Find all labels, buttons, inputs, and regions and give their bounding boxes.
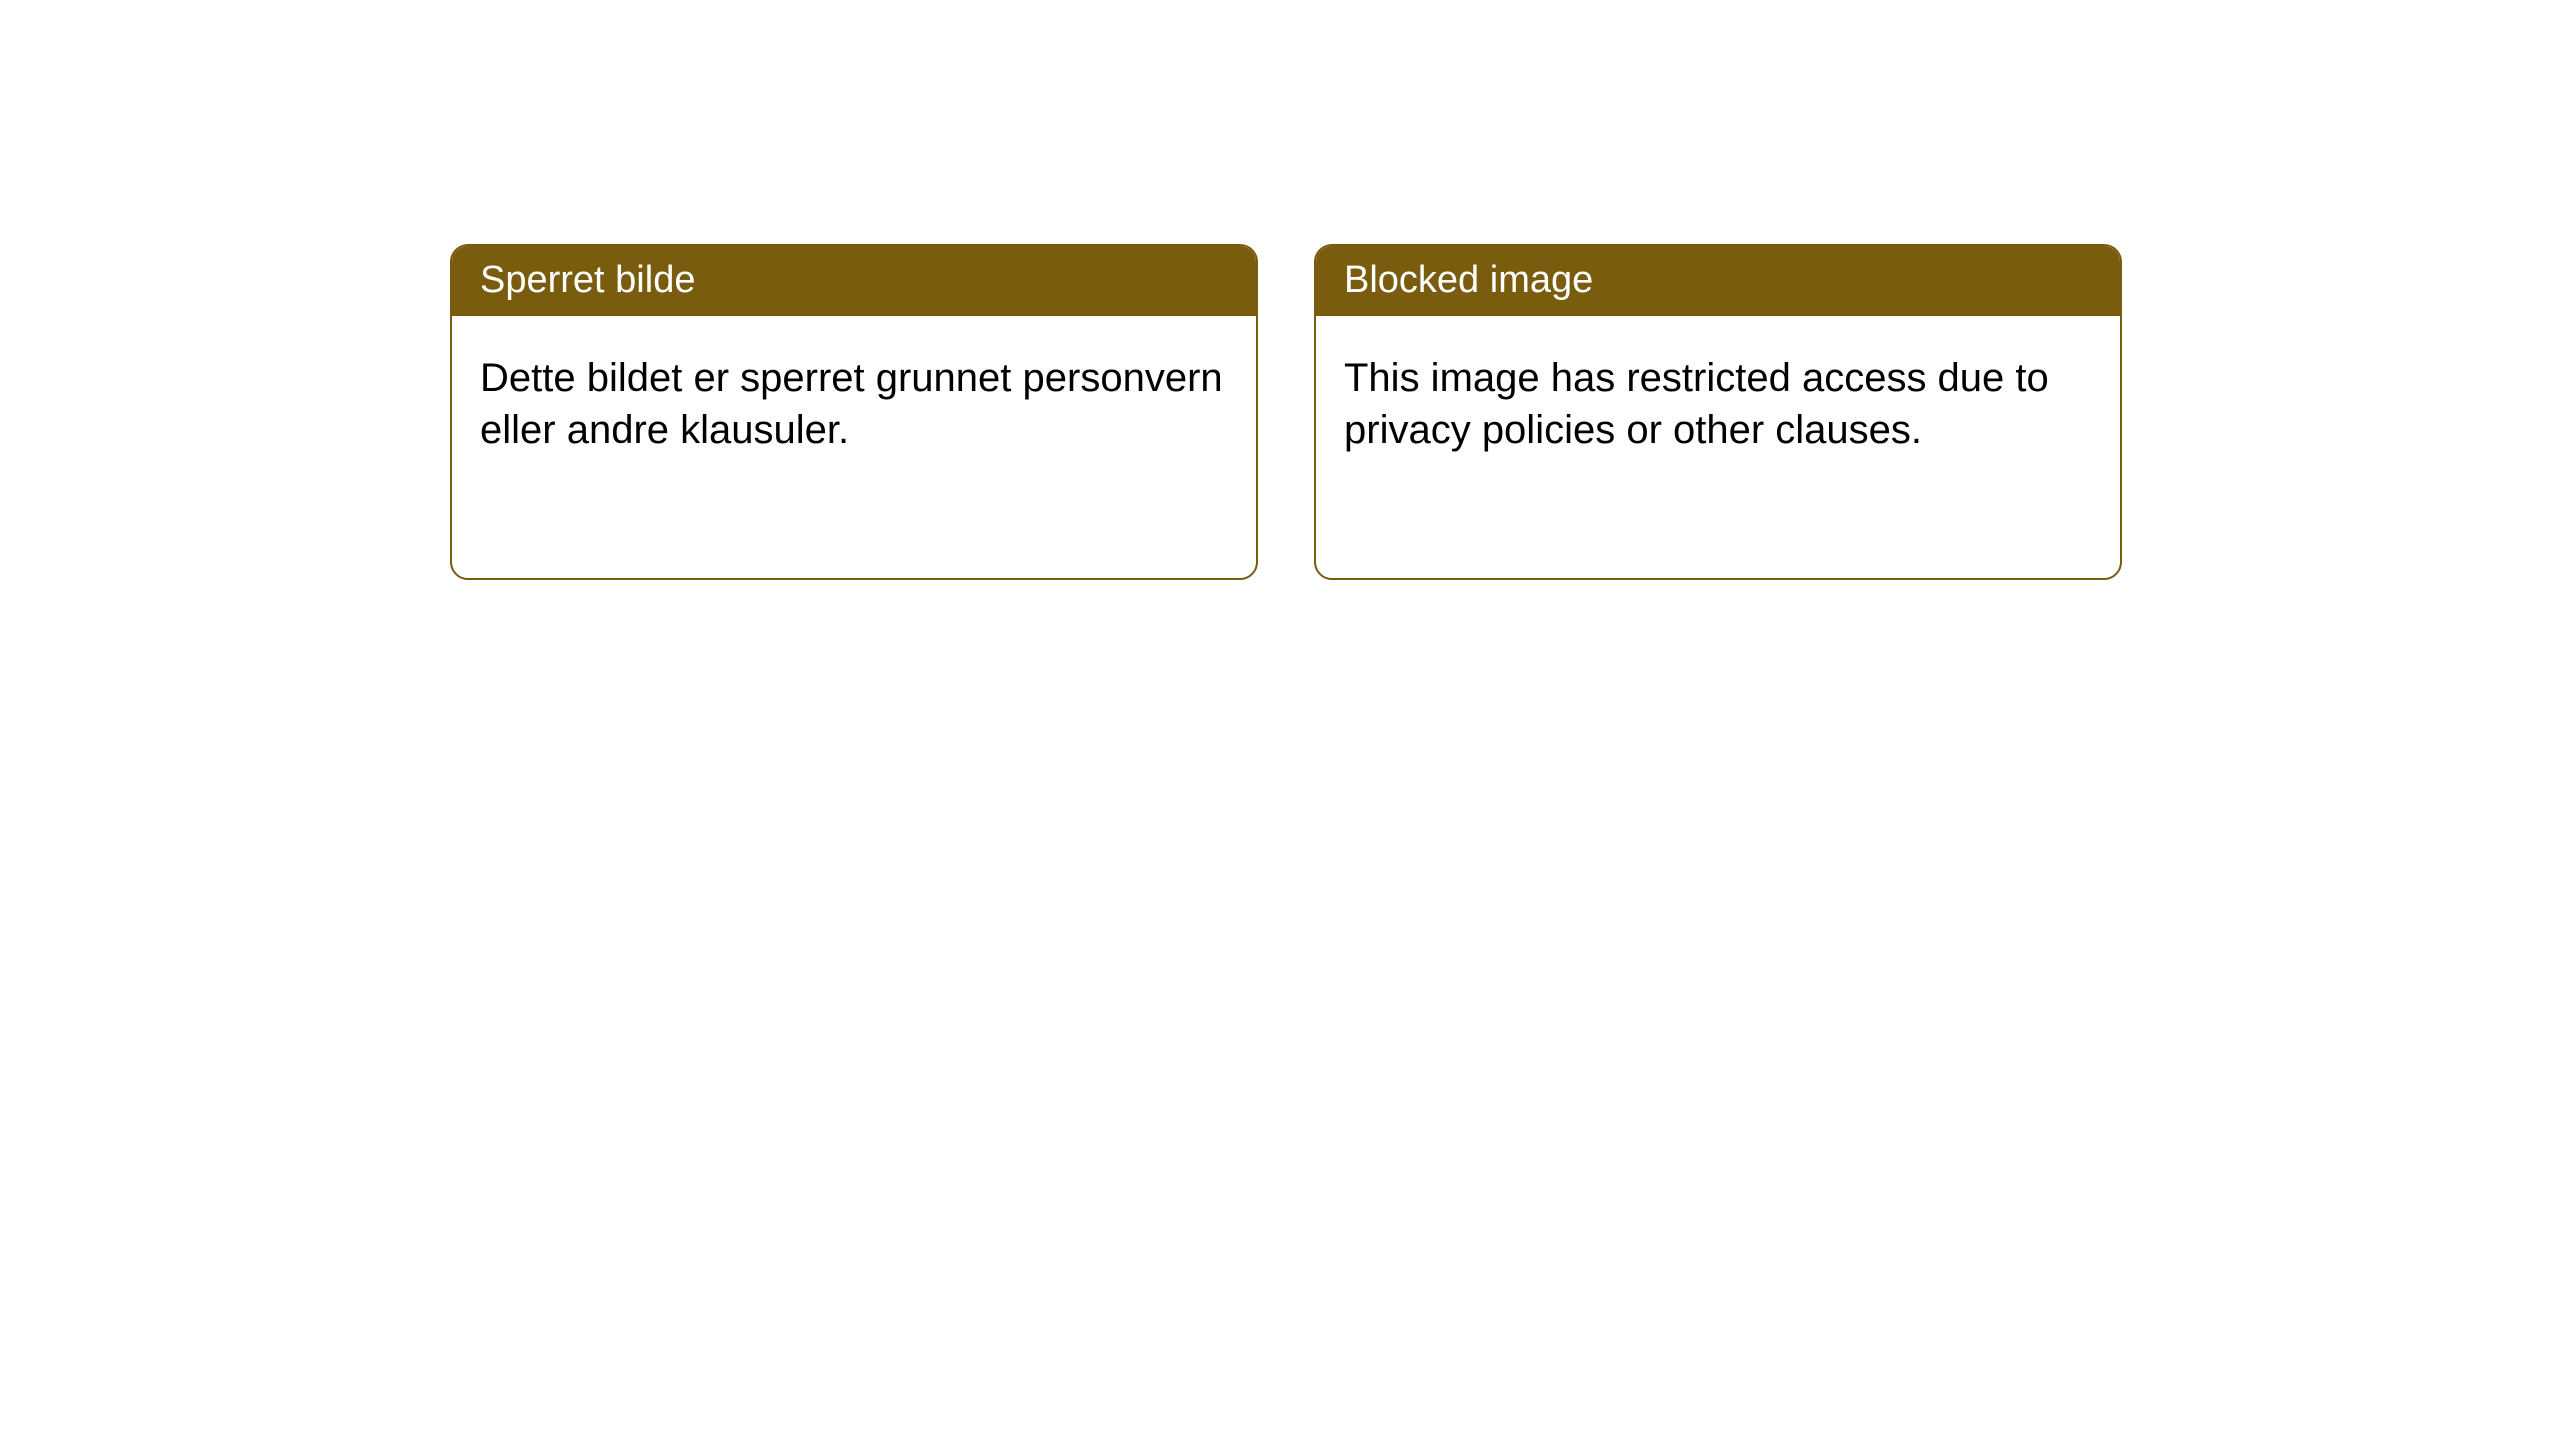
notice-body: Dette bildet er sperret grunnet personve… [452, 316, 1256, 492]
notice-title: Sperret bilde [480, 259, 695, 301]
notice-cards-container: Sperret bilde Dette bildet er sperret gr… [450, 244, 2122, 580]
notice-body: This image has restricted access due to … [1316, 316, 2120, 492]
notice-card-english: Blocked image This image has restricted … [1314, 244, 2122, 580]
notice-message: This image has restricted access due to … [1344, 356, 2049, 452]
notice-message: Dette bildet er sperret grunnet personve… [480, 356, 1223, 452]
notice-card-norwegian: Sperret bilde Dette bildet er sperret gr… [450, 244, 1258, 580]
notice-header: Sperret bilde [452, 246, 1256, 316]
notice-header: Blocked image [1316, 246, 2120, 316]
notice-title: Blocked image [1344, 259, 1593, 301]
